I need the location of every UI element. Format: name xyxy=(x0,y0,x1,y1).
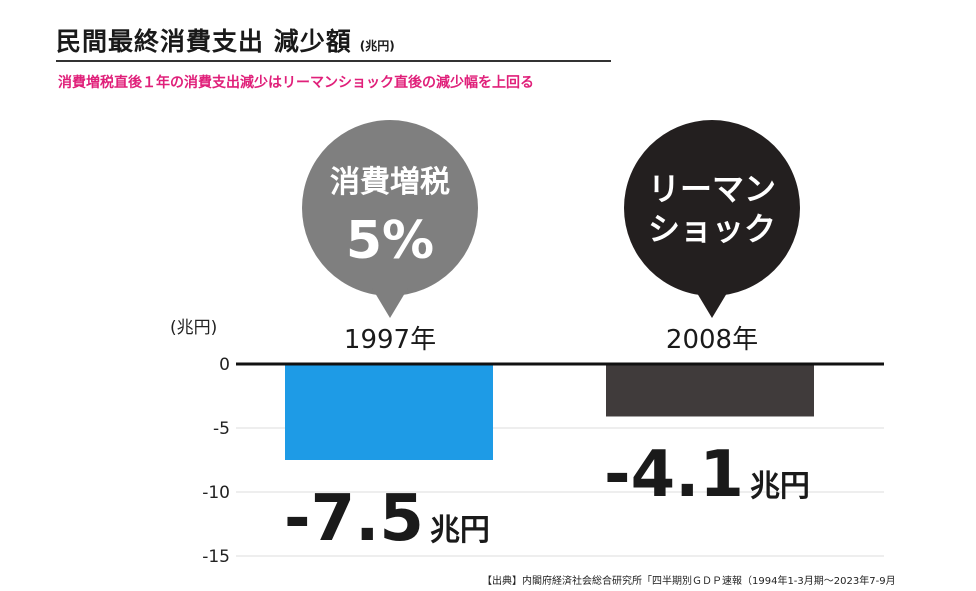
y-tick-label: -5 xyxy=(213,419,230,439)
y-axis-unit-label: (兆円) xyxy=(170,318,217,338)
chart-title: 民間最終消費支出 減少額 xyxy=(56,27,352,56)
category-label-2008: 2008年 xyxy=(666,325,758,355)
bar-2008 xyxy=(606,364,814,417)
value-label-1997: -7.5 兆円 xyxy=(284,482,490,556)
value-label-2008: -4.1 兆円 xyxy=(604,438,810,512)
bubble-consumption-tax: 消費増税 5% xyxy=(302,120,478,318)
bubble-line-2: ショック xyxy=(648,210,776,248)
bubble-line-1: 消費増税 xyxy=(330,165,450,200)
bubble-line-1: リーマン xyxy=(648,170,776,208)
y-tick-label: 0 xyxy=(219,355,230,375)
bar-1997 xyxy=(285,364,493,460)
bubble-lehman-shock: リーマン ショック xyxy=(624,120,800,318)
y-tick-label: -10 xyxy=(202,483,230,503)
chart-title-unit: (兆円) xyxy=(359,39,395,53)
chart-subtitle: 消費増税直後１年の消費支出減少はリーマンショック直後の減少幅を上回る xyxy=(58,75,534,91)
category-label-1997: 1997年 xyxy=(344,325,436,355)
chart-title-row: 民間最終消費支出 減少額 (兆円) xyxy=(56,22,395,58)
title-underline xyxy=(56,60,611,62)
y-tick-label: -15 xyxy=(202,547,230,567)
source-citation: 【出典】内閣府経済社会総合研究所「四半期別ＧＤＰ速報（1994年1-3月期〜20… xyxy=(482,576,896,587)
bubble-line-2: 5% xyxy=(346,211,434,271)
